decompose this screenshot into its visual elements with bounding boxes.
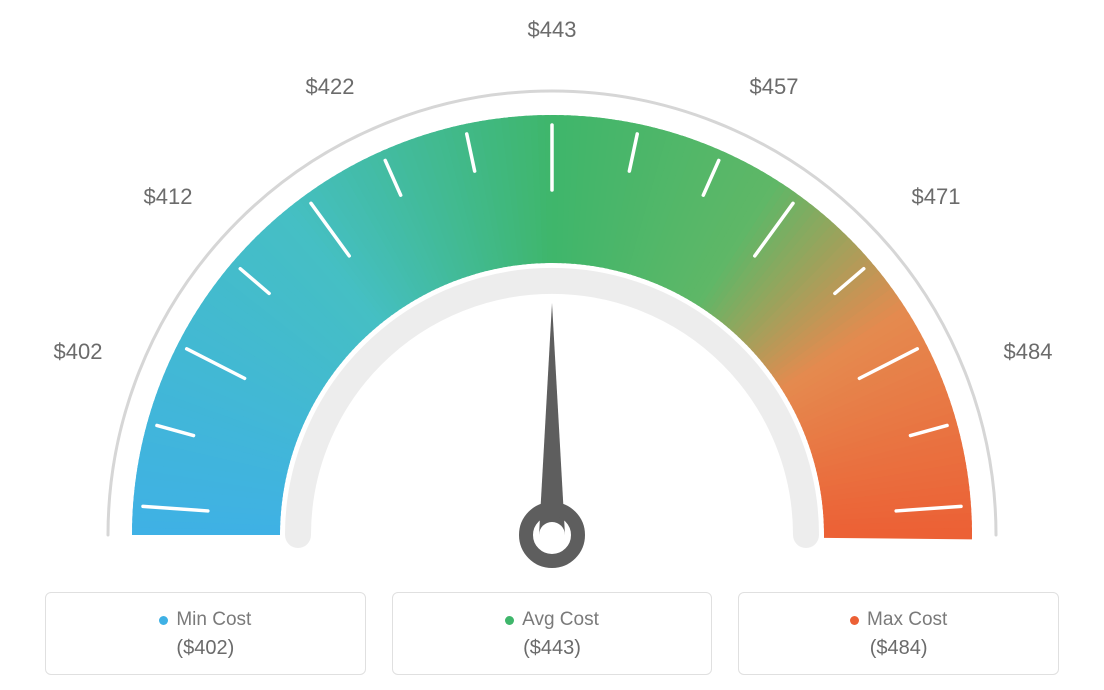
- gauge-svg: [0, 0, 1104, 570]
- min-cost-label: Min Cost: [176, 609, 251, 631]
- gauge-tick-label: $457: [750, 74, 799, 100]
- gauge-tick-label: $402: [54, 339, 103, 365]
- max-bullet-icon: [850, 616, 859, 625]
- avg-cost-card: Avg Cost ($443): [392, 592, 713, 675]
- gauge-tick-label: $412: [144, 184, 193, 210]
- avg-bullet-icon: [505, 616, 514, 625]
- min-cost-value: ($402): [56, 637, 355, 660]
- min-bullet-icon: [159, 616, 168, 625]
- gauge-chart: $402 $412 $422 $443 $457 $471 $484: [0, 0, 1104, 570]
- gauge-tick-label: $471: [912, 184, 961, 210]
- avg-cost-header: Avg Cost: [403, 609, 702, 631]
- min-cost-header: Min Cost: [56, 609, 355, 631]
- gauge-tick-label: $484: [1004, 339, 1053, 365]
- max-cost-card: Max Cost ($484): [738, 592, 1059, 675]
- max-cost-value: ($484): [749, 637, 1048, 660]
- gauge-tick-label: $422: [306, 74, 355, 100]
- avg-cost-label: Avg Cost: [522, 609, 599, 631]
- min-cost-card: Min Cost ($402): [45, 592, 366, 675]
- max-cost-label: Max Cost: [867, 609, 947, 631]
- gauge-tick-label: $443: [528, 17, 577, 43]
- avg-cost-value: ($443): [403, 637, 702, 660]
- max-cost-header: Max Cost: [749, 609, 1048, 631]
- summary-cards: Min Cost ($402) Avg Cost ($443) Max Cost…: [45, 592, 1059, 675]
